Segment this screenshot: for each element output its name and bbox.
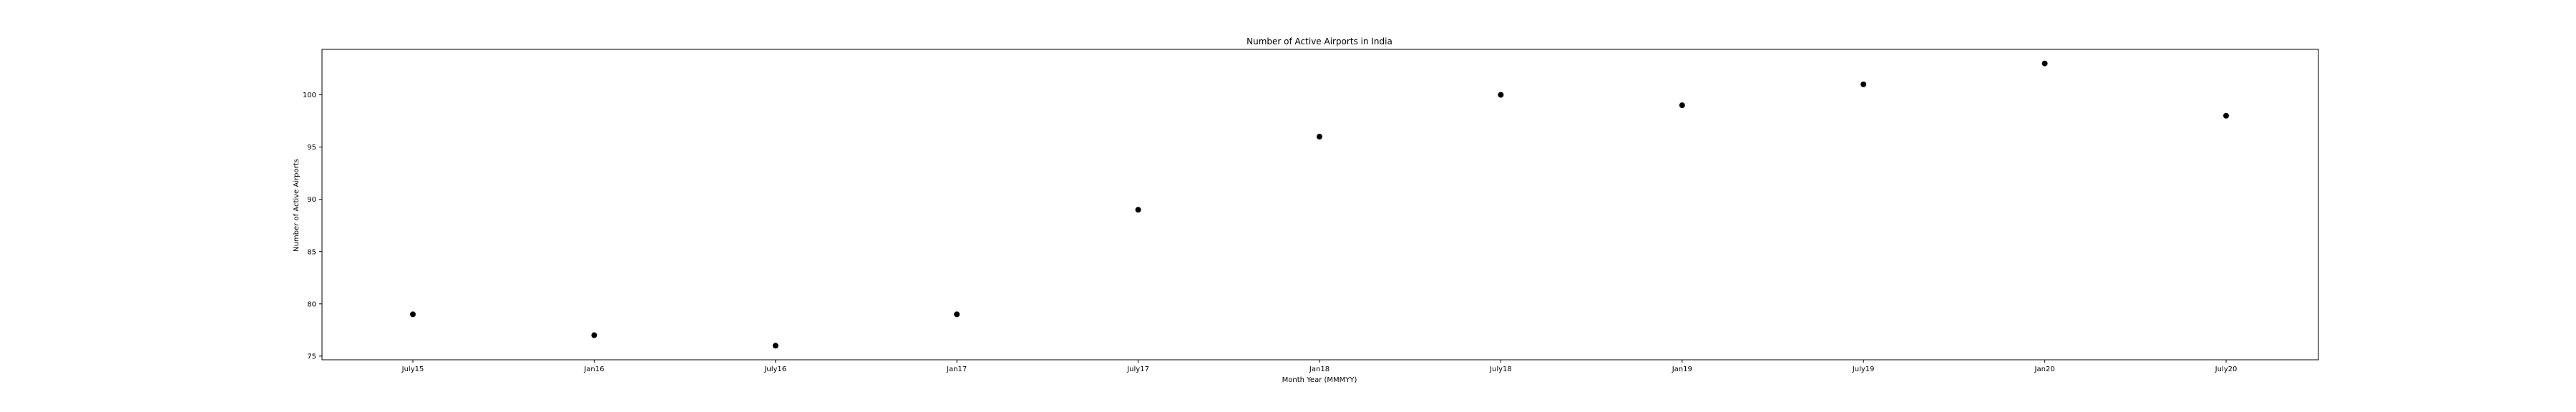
data-point — [410, 311, 416, 318]
chart-title: Number of Active Airports in India — [1246, 36, 1392, 46]
data-point — [1498, 92, 1504, 98]
data-point — [1860, 81, 1867, 87]
data-point — [1317, 134, 1322, 140]
data-points — [410, 60, 2229, 349]
x-tick-label: Jan20 — [2034, 366, 2055, 373]
x-axis-label: Month Year (MMMYY) — [1282, 376, 1357, 384]
plot-area — [321, 49, 2319, 360]
x-tick-label: July15 — [401, 366, 424, 373]
data-point — [2041, 60, 2048, 67]
data-point — [1679, 102, 1685, 109]
y-tick-label: 100 — [303, 92, 316, 99]
data-point — [591, 332, 597, 338]
y-tick-label: 95 — [307, 144, 316, 152]
x-tick-label: Jan17 — [946, 366, 967, 373]
data-point — [954, 311, 960, 318]
y-tick-label: 85 — [307, 248, 316, 256]
x-axis: July15 Jan16 July16 Jan17 July17 Jan18 July18 J… — [401, 360, 2238, 373]
x-tick-label: July18 — [1489, 366, 1512, 373]
x-tick-label: July16 — [763, 366, 786, 373]
x-tick-label: July19 — [1852, 366, 1875, 373]
data-point — [772, 343, 779, 349]
y-axis: 75 80 85 90 95 100 — [303, 92, 322, 360]
x-tick-label: July20 — [2215, 366, 2238, 373]
data-point — [2223, 112, 2229, 119]
y-axis-label: Number of Active Airports — [293, 159, 301, 252]
data-point — [1135, 207, 1141, 213]
y-tick-label: 90 — [307, 196, 316, 204]
x-tick-label: Jan18 — [1309, 366, 1330, 373]
y-tick-label: 75 — [307, 353, 316, 360]
y-tick-label: 80 — [307, 300, 316, 308]
x-tick-label: July17 — [1126, 366, 1149, 373]
x-tick-label: Jan16 — [583, 366, 604, 373]
x-tick-label: Jan19 — [1672, 366, 1692, 373]
